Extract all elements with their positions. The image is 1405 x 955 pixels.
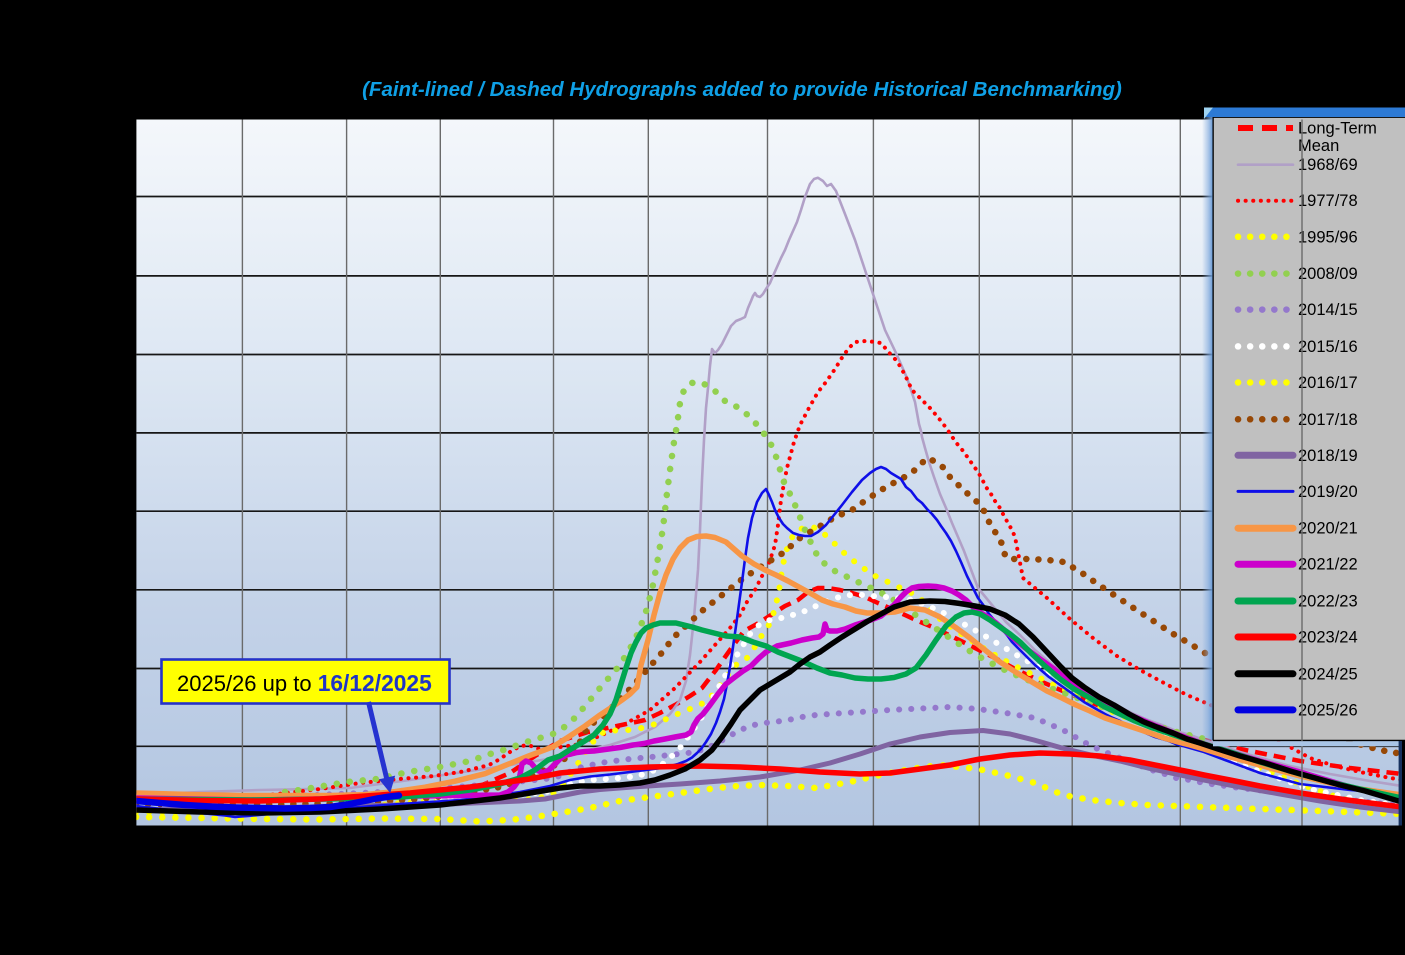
svg-text:2016/17: 2016/17 (1298, 374, 1358, 392)
svg-text:1995/96: 1995/96 (1298, 228, 1358, 246)
svg-text:2019/20: 2019/20 (1298, 483, 1358, 501)
svg-text:Mean: Mean (1298, 137, 1339, 155)
svg-text:2020/21: 2020/21 (1298, 520, 1358, 538)
svg-text:2022/23: 2022/23 (1298, 593, 1358, 611)
svg-text:1968/69: 1968/69 (1298, 156, 1358, 174)
svg-text:2018/19: 2018/19 (1298, 447, 1358, 465)
svg-text:2021/22: 2021/22 (1298, 556, 1358, 574)
svg-text:2015/16: 2015/16 (1298, 338, 1358, 356)
svg-text:Long-Term: Long-Term (1298, 120, 1377, 138)
svg-text:2025/26 up to 16/12/2025: 2025/26 up to 16/12/2025 (177, 670, 432, 696)
svg-text:2023/24: 2023/24 (1298, 629, 1358, 647)
svg-text:2014/15: 2014/15 (1298, 301, 1358, 319)
svg-text:2017/18: 2017/18 (1298, 411, 1358, 429)
svg-text:2024/25: 2024/25 (1298, 665, 1358, 683)
svg-text:(Faint-lined / Dashed Hydrogra: (Faint-lined / Dashed Hydrographs added … (362, 78, 1122, 101)
svg-text:2008/09: 2008/09 (1298, 265, 1358, 283)
svg-text:2025/26: 2025/26 (1298, 701, 1358, 719)
svg-text:1977/78: 1977/78 (1298, 192, 1358, 210)
